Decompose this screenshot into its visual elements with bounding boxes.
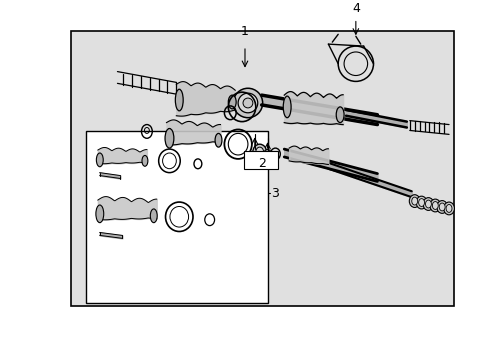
Ellipse shape [96,153,103,167]
Ellipse shape [438,203,444,211]
Ellipse shape [425,200,430,208]
Ellipse shape [408,195,419,207]
Text: 2: 2 [257,157,265,170]
Ellipse shape [238,93,257,113]
Text: 3: 3 [271,187,279,200]
Ellipse shape [336,107,344,123]
Ellipse shape [252,144,266,160]
Text: 1: 1 [241,25,248,38]
Ellipse shape [422,198,433,210]
Ellipse shape [243,98,252,108]
Ellipse shape [263,149,271,158]
Ellipse shape [215,134,222,147]
Ellipse shape [228,95,236,109]
Ellipse shape [443,202,453,215]
Bar [244,151,278,169]
Ellipse shape [411,197,417,205]
Ellipse shape [283,96,290,118]
Ellipse shape [436,201,447,213]
Ellipse shape [431,202,437,210]
Ellipse shape [415,196,426,209]
Ellipse shape [142,156,147,166]
Ellipse shape [445,204,451,212]
Ellipse shape [150,209,157,222]
Ellipse shape [175,89,183,111]
Ellipse shape [418,199,424,207]
Bar [86,131,267,303]
Ellipse shape [96,205,103,222]
Ellipse shape [233,88,262,118]
Text: 4: 4 [351,2,359,15]
Ellipse shape [165,129,174,148]
Ellipse shape [255,147,263,157]
Ellipse shape [429,199,440,212]
Bar [71,31,453,306]
